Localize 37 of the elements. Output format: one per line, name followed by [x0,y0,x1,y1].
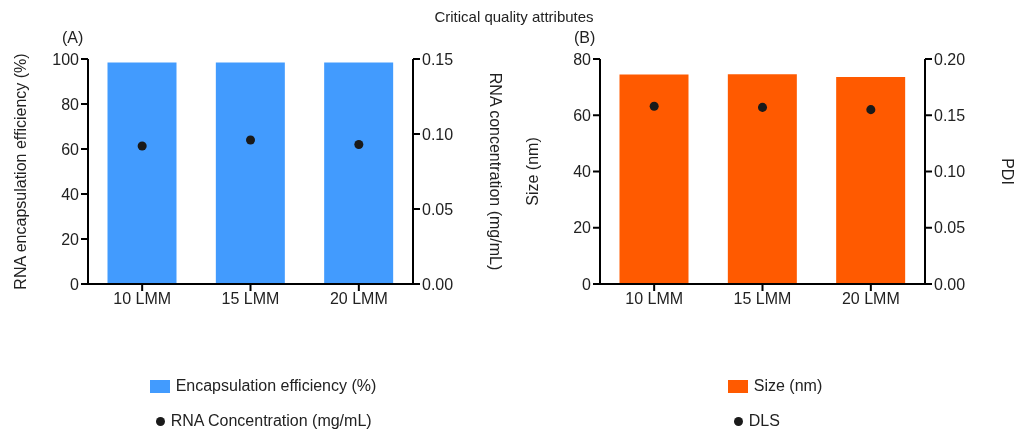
y-tick-label: 40 [61,185,80,203]
y-tick-label: 100 [52,50,80,68]
x-tick-label: 10 LMM [625,290,684,308]
legend-label: DLS [748,412,780,430]
y-tick-label: 0 [70,275,80,293]
y2-tick-label: 0.00 [934,275,966,293]
y-tick-label: 80 [61,95,80,113]
y-tick-label: 40 [573,163,592,181]
legend-label: Encapsulation efficiency (%) [175,377,377,395]
y-tick-label: 80 [573,50,592,68]
y-axis-title: RNA encapsulation efficiency (%) [11,53,29,290]
y-axis-title: Size (nm) [523,137,541,206]
text: Critical quality attributes [433,8,595,25]
y-tick-label: 60 [573,106,592,124]
y-tick-label: 60 [61,140,80,158]
y-tick-label: 20 [61,230,80,248]
y-tick-label: 20 [573,219,592,237]
y2-tick-label: 0.10 [934,163,966,181]
x-tick-label: 20 LMM [841,290,900,308]
y2-axis-title: PDI [999,158,1017,185]
y2-tick-label: 0.15 [422,50,454,68]
x-tick-label: 15 LMM [221,290,280,308]
y2-tick-label: 0.10 [422,125,454,143]
legend-label: Size (nm) [753,377,823,395]
chart-subtitle: (B) [574,29,596,47]
x-tick-label: 20 LMM [329,290,388,308]
x-tick-label: 10 LMM [113,290,172,308]
y2-tick-label: 0.00 [422,275,454,293]
chart-subtitle: (A) [62,29,84,47]
y-tick-label: 0 [582,275,592,293]
y2-axis-title: RNA concentration (mg/mL) [487,72,505,271]
x-tick-label: 15 LMM [733,290,792,308]
y2-tick-label: 0.05 [422,200,454,218]
y2-tick-label: 0.05 [934,219,966,237]
legend-label: RNA Concentration (mg/mL) [170,412,372,430]
y2-tick-label: 0.15 [934,106,966,124]
y2-tick-label: 0.20 [934,50,966,68]
